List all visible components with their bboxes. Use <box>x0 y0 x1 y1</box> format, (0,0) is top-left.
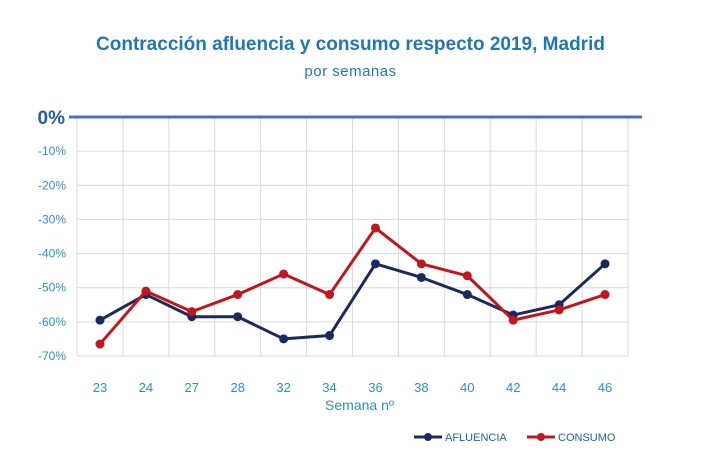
data-point-consumo <box>95 339 105 349</box>
y-tick-label: -40% <box>38 247 66 261</box>
data-point-afluencia <box>279 334 289 344</box>
legend-swatch-marker <box>424 433 432 441</box>
data-point-consumo <box>554 305 564 315</box>
data-point-consumo <box>370 223 380 233</box>
legend-swatch-marker <box>537 433 545 441</box>
chart-subtitle: por semanas <box>304 63 397 80</box>
data-point-consumo <box>279 269 289 279</box>
y-tick-label: 0% <box>38 108 66 129</box>
data-point-afluencia <box>370 259 380 269</box>
x-tick-label: 27 <box>185 380 199 395</box>
y-tick-label: -20% <box>38 178 66 192</box>
data-point-consumo <box>508 315 518 325</box>
data-point-afluencia <box>325 331 335 341</box>
x-tick-label: 23 <box>93 380 107 395</box>
x-axis-label: Semana nº <box>325 397 394 413</box>
data-point-afluencia <box>416 272 426 282</box>
data-point-consumo <box>600 290 610 300</box>
x-tick-label: 44 <box>552 380 566 395</box>
data-point-afluencia <box>233 312 243 322</box>
y-tick-label: -30% <box>38 212 66 226</box>
x-tick-label: 38 <box>414 380 428 395</box>
x-tick-label: 34 <box>322 380 336 395</box>
legend-label: CONSUMO <box>558 432 616 444</box>
y-tick-label: -10% <box>38 144 66 158</box>
x-tick-label: 28 <box>230 380 244 395</box>
x-tick-label: 24 <box>139 380 153 395</box>
data-point-consumo <box>462 271 472 281</box>
y-tick-label: -60% <box>38 315 66 329</box>
data-point-afluencia <box>95 315 105 325</box>
data-point-consumo <box>416 259 426 269</box>
legend-label: AFLUENCIA <box>445 432 507 444</box>
series-line-afluencia <box>99 262 607 341</box>
x-tick-label: 32 <box>276 380 290 395</box>
data-point-consumo <box>187 307 197 317</box>
data-point-afluencia <box>462 290 472 300</box>
data-point-afluencia <box>600 259 610 269</box>
x-tick-label: 46 <box>598 380 612 395</box>
chart-title: Contracción afluencia y consumo respecto… <box>96 34 605 55</box>
series-line-consumo <box>98 226 606 346</box>
x-tick-label: 40 <box>460 380 474 395</box>
y-tick-label: -50% <box>38 281 66 295</box>
x-tick-label: 36 <box>368 380 382 395</box>
x-tick-label: 42 <box>506 380 520 395</box>
y-tick-label: -70% <box>38 349 66 363</box>
data-point-consumo <box>233 290 243 300</box>
data-point-consumo <box>325 290 335 300</box>
data-point-consumo <box>141 286 151 296</box>
